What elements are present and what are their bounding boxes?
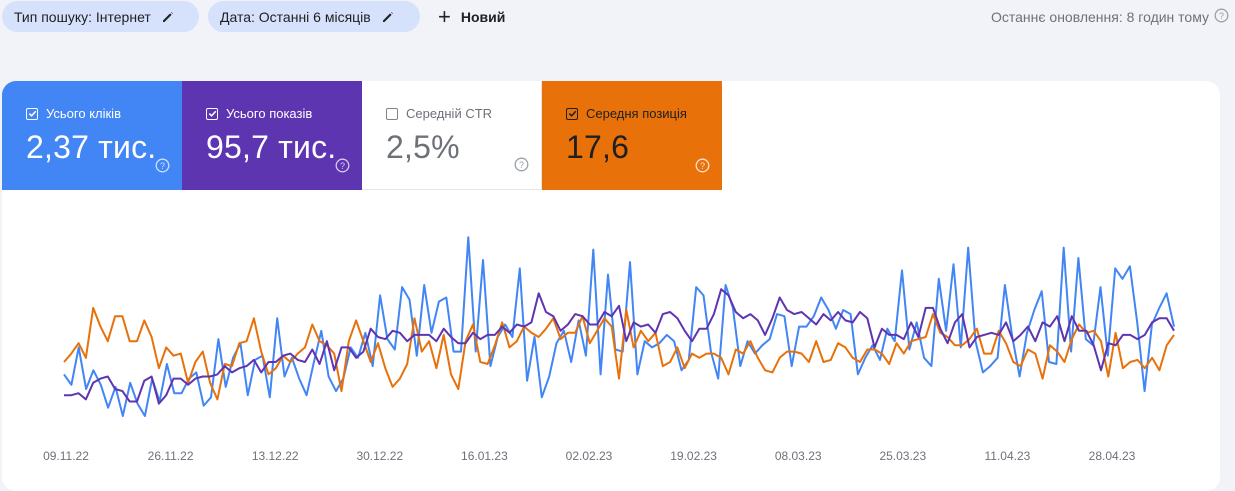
edit-pencil-icon[interactable]: [381, 10, 395, 24]
metric-label: Усього кліків: [46, 106, 121, 121]
checkbox-checked-icon[interactable]: [206, 107, 218, 120]
svg-text:?: ?: [340, 161, 345, 171]
edit-pencil-icon[interactable]: [161, 10, 175, 24]
x-tick-label: 25.03.23: [879, 449, 926, 463]
metric-card-position[interactable]: Середня позиція 17,6 ?: [542, 81, 722, 190]
x-tick-label: 26.11.22: [148, 449, 194, 463]
x-tick-label: 16.01.23: [461, 449, 508, 463]
last-update-text: Останнє оновлення: 8 годин тому: [990, 9, 1209, 25]
series-line-1: [64, 288, 1175, 405]
help-icon[interactable]: ?: [695, 158, 710, 178]
metric-label: Усього показів: [226, 106, 313, 121]
x-tick-label: 28.04.23: [1089, 449, 1136, 463]
svg-text:?: ?: [700, 161, 705, 171]
metric-value: 17,6: [566, 129, 630, 165]
date-filter-label: Дата: Останні 6 місяців: [220, 8, 371, 25]
help-icon[interactable]: ?: [335, 158, 350, 178]
performance-panel: Усього кліків 2,37 тис. ? Усього показів…: [2, 81, 1220, 491]
series-line-0: [63, 236, 1175, 417]
svg-text:?: ?: [1219, 11, 1224, 21]
x-tick-label: 19.02.23: [670, 449, 717, 463]
svg-text:?: ?: [160, 161, 165, 171]
x-tick-label: 13.12.22: [252, 449, 299, 463]
x-tick-label: 09.11.22: [43, 449, 89, 463]
metric-label: Середній CTR: [406, 106, 493, 121]
metric-value: 2,5%: [386, 129, 460, 165]
checkbox-checked-icon[interactable]: [26, 107, 38, 120]
performance-line-chart[interactable]: 09.11.22 26.11.22 13.12.22 30.12.22 16.01.23…: [2, 81, 1220, 486]
help-icon[interactable]: ?: [514, 157, 529, 177]
svg-text:?: ?: [519, 160, 524, 170]
metric-label: Середня позиція: [586, 106, 687, 121]
search-type-filter-chip[interactable]: Тип пошуку: Інтернет: [2, 1, 199, 32]
last-update-status: Останнє оновлення: 8 годин тому ?: [991, 8, 1229, 26]
metric-card-clicks[interactable]: Усього кліків 2,37 тис. ?: [2, 81, 182, 190]
filter-bar: Тип пошуку: Інтернет Дата: Останні 6 міс…: [0, 0, 1235, 34]
checkbox-checked-icon[interactable]: [566, 107, 578, 120]
help-icon[interactable]: ?: [1214, 8, 1229, 26]
series-line-2: [63, 306, 1175, 401]
checkbox-unchecked-icon[interactable]: [386, 107, 398, 120]
metric-card-impressions[interactable]: Усього показів 95,7 тис. ?: [182, 81, 362, 190]
x-tick-label: 08.03.23: [775, 449, 822, 463]
metric-value: 2,37 тис.: [26, 129, 157, 165]
metric-card-ctr[interactable]: Середній CTR 2,5% ?: [362, 81, 542, 190]
x-tick-label: 11.04.23: [984, 449, 1030, 463]
new-filter-button[interactable]: + Новий: [438, 4, 505, 30]
date-filter-chip[interactable]: Дата: Останні 6 місяців: [208, 1, 420, 32]
help-icon[interactable]: ?: [155, 158, 170, 178]
x-tick-label: 02.02.23: [566, 449, 613, 463]
x-tick-label: 30.12.22: [356, 449, 403, 463]
plus-icon: +: [438, 4, 451, 29]
search-type-filter-label: Тип пошуку: Інтернет: [14, 8, 151, 25]
metric-value: 95,7 тис.: [206, 129, 337, 165]
new-filter-label: Новий: [460, 9, 506, 25]
